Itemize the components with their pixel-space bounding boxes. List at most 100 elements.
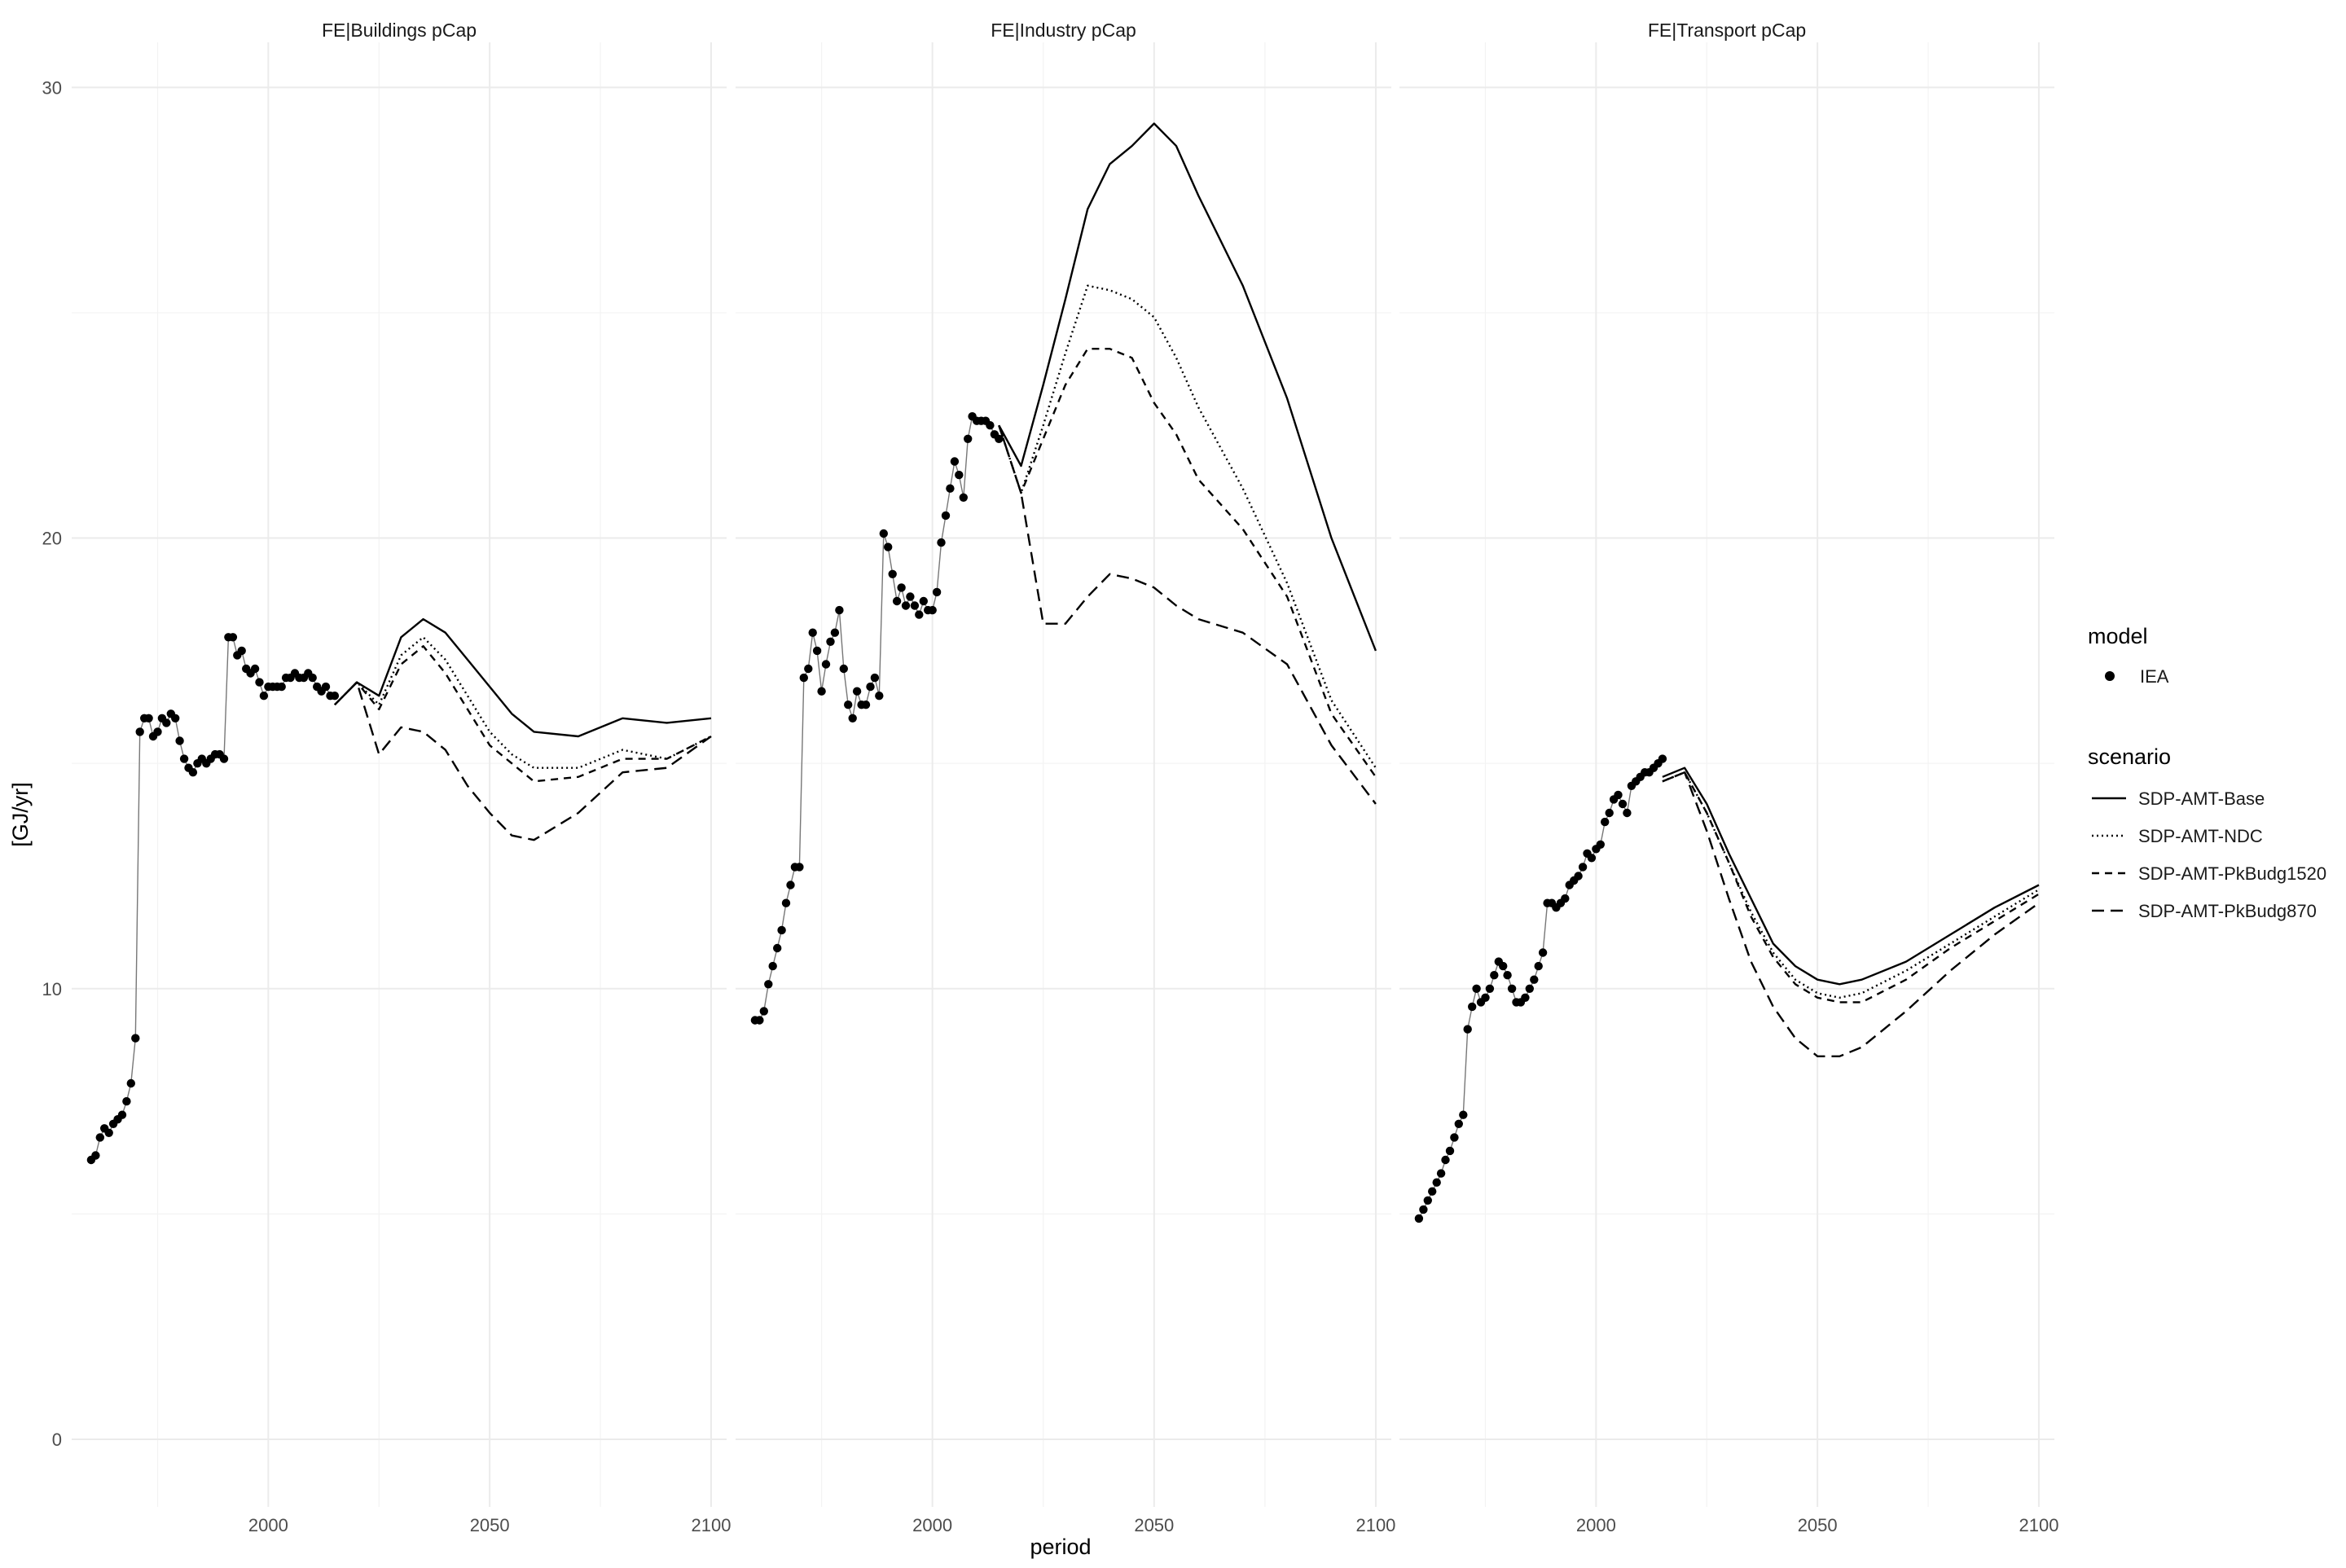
series-line-sdp-amt-base (334, 617, 712, 738)
history-point-iea (1472, 984, 1481, 994)
history-point-iea (1432, 1178, 1441, 1187)
history-point-iea (1561, 894, 1570, 903)
history-point-iea (781, 898, 791, 907)
history-point-iea (1419, 1205, 1428, 1214)
history-point-iea (1459, 1110, 1468, 1119)
history-point-iea (870, 673, 880, 683)
legend-label-pkbudg1520: SDP-AMT-PkBudg1520 (2138, 863, 2326, 884)
history-point-iea (821, 660, 831, 669)
history-point-iea (1499, 961, 1508, 971)
history-point-iea (808, 628, 817, 637)
history-point-iea (941, 511, 951, 520)
history-point-iea (1436, 1169, 1446, 1178)
y-tick-label: 30 (42, 77, 62, 98)
series-line-sdp-amt-ndc (998, 284, 1377, 769)
history-point-iea (1454, 1119, 1464, 1129)
history-point-iea (308, 673, 317, 683)
history-point-iea (1445, 1146, 1455, 1156)
history-point-iea (126, 1078, 135, 1088)
x-tick-label: 2100 (2019, 1515, 2058, 1535)
history-point-iea (330, 692, 340, 701)
history-point-iea (759, 1007, 768, 1016)
history-point-iea (1507, 984, 1517, 994)
history-point-iea (888, 569, 897, 578)
y-axis-title: [GJ/yr] (8, 782, 33, 847)
history-point-iea (1463, 1025, 1472, 1034)
history-point-iea (135, 727, 144, 736)
panel-fe-industry-pcap: FE|Industry pCap 2000 2050 2100 (736, 20, 1395, 1535)
series-line-sdp-amt-pkbudg870 (1662, 771, 2040, 1058)
history-point-iea (1468, 1002, 1477, 1012)
history-point-iea (817, 687, 826, 696)
x-tick-label: 2100 (691, 1515, 731, 1535)
x-tick-label: 2050 (1798, 1515, 1838, 1535)
series-line-sdp-amt-base (998, 122, 1377, 652)
history-point-iea (91, 1151, 100, 1160)
x-tick-label: 2100 (1355, 1515, 1395, 1535)
history-point-iea (144, 714, 153, 723)
history-point-iea (764, 980, 773, 989)
history-point-iea (861, 701, 871, 709)
history-point-iea (892, 596, 902, 606)
x-tick-label: 2000 (1576, 1515, 1616, 1535)
history-point-iea (1614, 790, 1623, 800)
series-line-sdp-amt-ndc (1662, 771, 2040, 999)
history-point-iea (1605, 808, 1614, 818)
history-point-iea (906, 592, 915, 601)
history-point-iea (237, 646, 246, 656)
series-line-sdp-amt-ndc (334, 636, 712, 769)
x-tick-label: 2050 (1134, 1515, 1174, 1535)
history-point-iea (1623, 808, 1632, 818)
history-point-iea (95, 1133, 104, 1142)
history-point-iea (986, 421, 995, 430)
y-tick-label: 10 (42, 979, 62, 999)
series-line-sdp-amt-base (1662, 766, 2040, 986)
history-point-iea (1450, 1133, 1459, 1142)
history-line-iea (754, 415, 999, 1021)
x-axis-title: period (1030, 1535, 1091, 1559)
history-point-iea (937, 538, 946, 547)
history-point-iea (277, 682, 286, 692)
history-point-iea (995, 434, 1004, 443)
history-point-iea (179, 754, 189, 763)
history-point-iea (1534, 961, 1543, 971)
panels-layer: FE|Buildings pCap 2000 2050 2100 0 10 20 30 FE|I… (42, 20, 2059, 1535)
y-tick-label: 20 (42, 529, 62, 549)
panel-title: FE|Buildings pCap (322, 20, 477, 41)
history-point-iea (228, 633, 238, 642)
legend-title-model: model (2088, 624, 2148, 648)
legend-label-ndc: SDP-AMT-NDC (2138, 826, 2263, 846)
history-point-iea (799, 673, 808, 683)
history-point-iea (866, 682, 875, 692)
history-point-iea (786, 881, 795, 889)
history-point-iea (812, 646, 822, 656)
history-point-iea (1481, 993, 1490, 1003)
history-point-iea (795, 863, 804, 872)
history-point-iea (259, 692, 269, 701)
history-point-iea (777, 925, 786, 935)
axis-layer: [GJ/yr] period (8, 782, 1092, 1559)
series-line-sdp-amt-pkbudg1520 (1662, 771, 2040, 1004)
history-point-iea (932, 587, 942, 597)
history-point-iea (117, 1110, 127, 1119)
history-point-iea (955, 470, 964, 480)
history-point-iea (153, 727, 162, 736)
legend-label-pkbudg870: SDP-AMT-PkBudg870 (2138, 901, 2317, 921)
series-line-sdp-amt-pkbudg870 (998, 424, 1377, 805)
history-point-iea (852, 687, 862, 696)
history-point-iea (1521, 993, 1530, 1003)
history-point-iea (255, 678, 264, 687)
history-point-iea (844, 701, 853, 709)
history-point-iea (1596, 840, 1606, 850)
panel-fe-transport-pcap: FE|Transport pCap 2000 2050 2100 (1399, 20, 2058, 1535)
history-point-iea (1525, 984, 1535, 994)
history-point-iea (1423, 1196, 1433, 1206)
panel-fe-buildings-pcap: FE|Buildings pCap 2000 2050 2100 0 10 20 30 (42, 20, 731, 1535)
history-point-iea (1414, 1214, 1424, 1223)
history-point-iea (1578, 863, 1588, 872)
history-point-iea (1428, 1187, 1437, 1196)
history-point-iea (804, 664, 813, 674)
legend-label-base: SDP-AMT-Base (2138, 788, 2265, 809)
legend: model IEA scenario SDP-AMT-Base SDP-AMT-… (2088, 624, 2326, 921)
